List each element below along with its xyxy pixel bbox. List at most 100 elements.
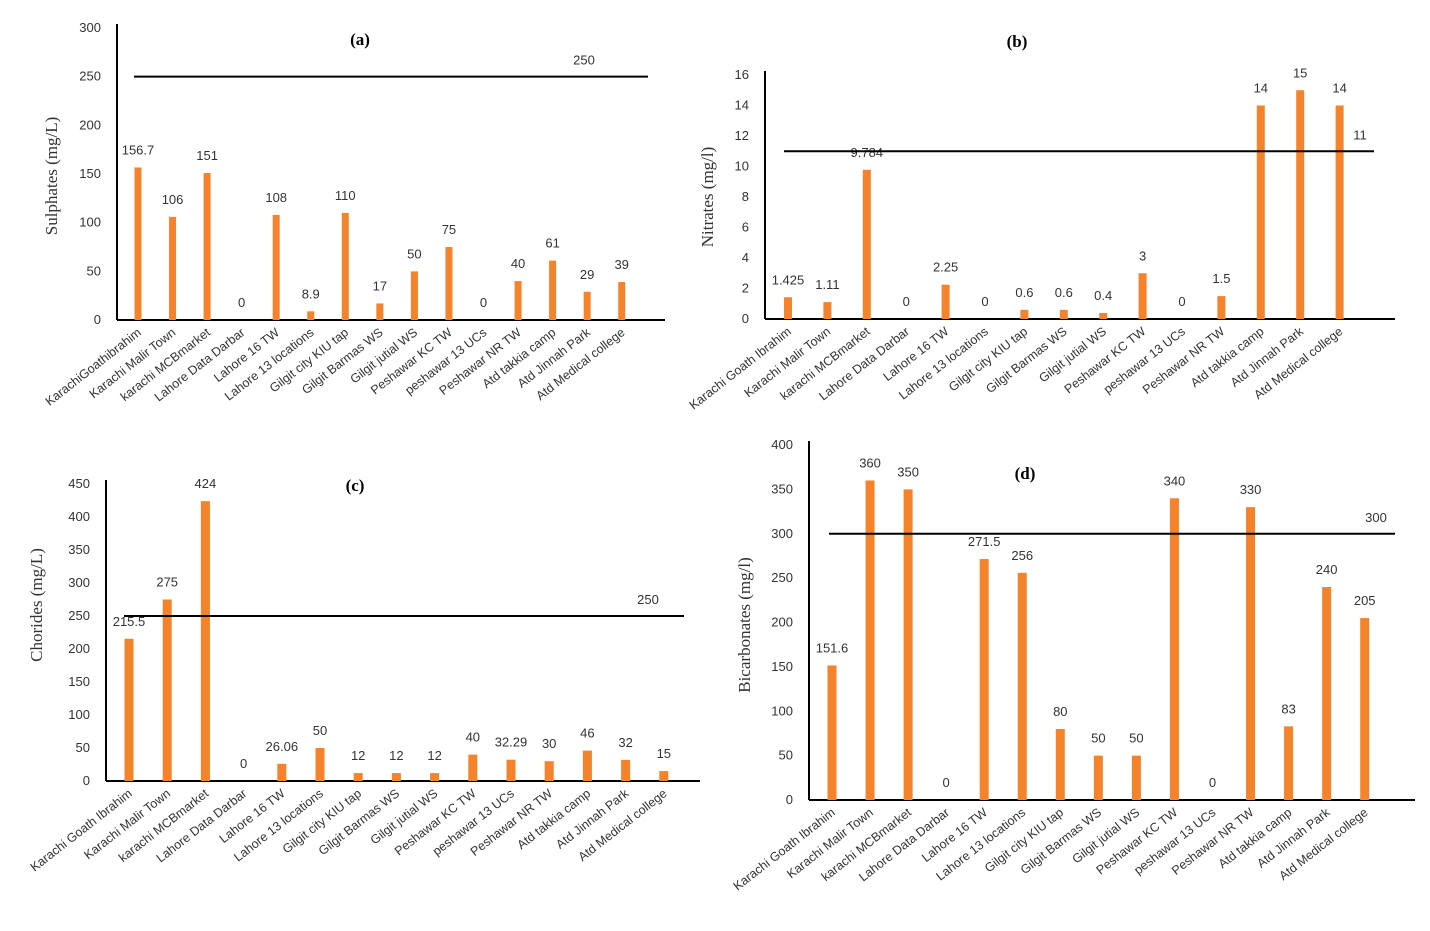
bar xyxy=(1138,273,1147,319)
y-tick-label: 300 xyxy=(79,20,101,35)
y-tick-label: 0 xyxy=(83,773,90,788)
bar xyxy=(353,773,363,781)
data-label: 1.5 xyxy=(1212,271,1230,286)
y-tick-label: 8 xyxy=(742,189,749,204)
data-label: 50 xyxy=(1091,731,1105,746)
data-label: 350 xyxy=(897,464,919,479)
data-label: 32.29 xyxy=(495,735,528,750)
y-tick-label: 150 xyxy=(771,659,793,674)
bar xyxy=(862,169,871,319)
data-label: 40 xyxy=(466,730,480,745)
data-label: 46 xyxy=(580,726,594,741)
bar xyxy=(200,501,210,781)
data-label: 83 xyxy=(1281,701,1295,716)
bar xyxy=(277,763,287,781)
bar xyxy=(1296,90,1305,319)
bar xyxy=(1020,309,1029,319)
bar xyxy=(307,311,315,320)
chart-panel-a: 0 50 100 150 200 250 300 Sulphates (mg/L) (a) 156… xyxy=(42,20,665,409)
bar xyxy=(865,480,875,800)
data-label: 17 xyxy=(373,278,387,293)
y-tick-label: 200 xyxy=(79,117,101,132)
y-tick-label: 400 xyxy=(771,437,793,452)
bar xyxy=(376,303,384,320)
data-label: 215.5 xyxy=(113,614,146,629)
data-label: 0 xyxy=(1178,294,1185,309)
bar xyxy=(1256,105,1265,319)
y-axis-title: Sulphates (mg/L) xyxy=(42,117,61,236)
data-label: 156.7 xyxy=(122,142,155,157)
y-tick-label: 100 xyxy=(771,703,793,718)
y-tick-label: 2 xyxy=(742,281,749,296)
data-label: 271.5 xyxy=(968,534,1001,549)
data-label: 151.6 xyxy=(816,640,849,655)
bar xyxy=(315,748,325,781)
data-label: 106 xyxy=(162,192,184,207)
data-label: 15 xyxy=(1293,65,1307,80)
y-tick-label: 150 xyxy=(79,166,101,181)
data-label: 3 xyxy=(1139,248,1146,263)
y-tick-label: 10 xyxy=(735,159,749,174)
y-tick-label: 14 xyxy=(735,98,749,113)
data-label: 0.6 xyxy=(1015,285,1033,300)
bar xyxy=(124,638,134,781)
data-label: 80 xyxy=(1053,704,1067,719)
data-label: 424 xyxy=(195,476,217,491)
data-label: 0 xyxy=(240,756,247,771)
bar xyxy=(1169,498,1179,800)
y-tick-label: 4 xyxy=(742,250,749,265)
limit-label: 11 xyxy=(1353,127,1367,142)
data-label: 0 xyxy=(480,295,487,310)
y-tick-label: 50 xyxy=(76,740,90,755)
data-label: 14 xyxy=(1254,81,1268,96)
y-tick-label: 0 xyxy=(786,792,793,807)
y-tick-label: 300 xyxy=(771,526,793,541)
data-label: 61 xyxy=(545,236,559,251)
data-label: 0 xyxy=(1209,775,1216,790)
limit-label: 250 xyxy=(573,53,595,68)
y-tick-label: 50 xyxy=(87,263,101,278)
data-label: 75 xyxy=(442,222,456,237)
panel-title: (d) xyxy=(1015,464,1036,483)
y-tick-label: 200 xyxy=(771,615,793,630)
data-label: 110 xyxy=(335,188,356,203)
data-label: 108 xyxy=(265,190,287,205)
bar xyxy=(583,291,591,320)
y-tick-label: 150 xyxy=(68,674,90,689)
bar xyxy=(1055,729,1065,800)
bar xyxy=(979,559,989,800)
data-label: 26.06 xyxy=(266,739,299,754)
bar xyxy=(1093,755,1103,800)
data-label: 40 xyxy=(511,256,525,271)
data-label: 50 xyxy=(313,723,327,738)
data-label: 8.9 xyxy=(302,286,320,301)
panel-title: (c) xyxy=(346,476,365,495)
y-tick-label: 250 xyxy=(68,608,90,623)
data-label: 275 xyxy=(156,575,178,590)
panel-title: (a) xyxy=(350,30,370,49)
bar xyxy=(506,759,516,781)
bar xyxy=(549,260,557,320)
bar xyxy=(1131,755,1141,800)
y-axis-title: Chorides (mg/L) xyxy=(27,548,46,662)
bar xyxy=(1217,296,1226,319)
y-tick-label: 350 xyxy=(771,481,793,496)
data-label: 1.11 xyxy=(815,277,839,292)
bar xyxy=(544,761,554,781)
y-tick-label: 100 xyxy=(79,215,101,230)
bar xyxy=(169,216,177,320)
bar xyxy=(162,599,172,781)
data-label: 12 xyxy=(389,748,403,763)
data-label: 1.425 xyxy=(772,272,805,287)
data-label: 0 xyxy=(238,295,245,310)
data-label: 256 xyxy=(1011,548,1033,563)
data-label: 50 xyxy=(407,246,421,261)
bar xyxy=(582,750,592,781)
bar xyxy=(391,773,401,781)
bar xyxy=(1360,618,1370,800)
bar xyxy=(903,489,913,800)
bar xyxy=(514,281,522,320)
data-label: 14 xyxy=(1332,81,1346,96)
